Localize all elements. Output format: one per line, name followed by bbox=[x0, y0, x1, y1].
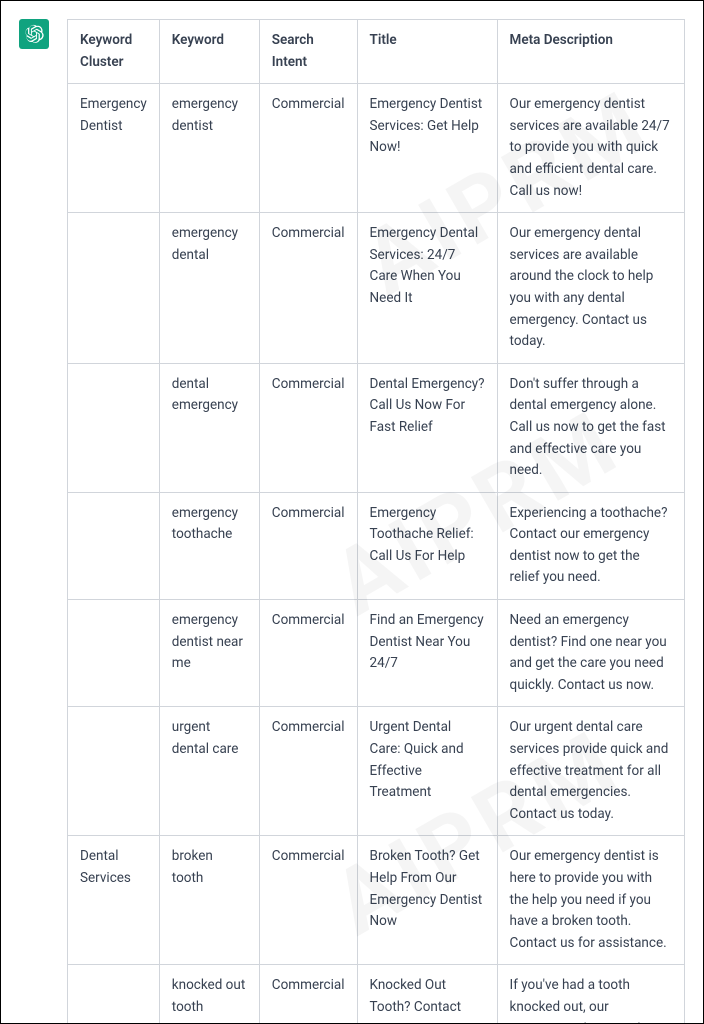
cell-meta: Don't suffer through a dental emergency … bbox=[497, 363, 684, 492]
cell-keyword: emergency dentist bbox=[159, 84, 259, 213]
cell-meta: Our emergency dentist services are avail… bbox=[497, 84, 684, 213]
table-row: emergency toothacheCommercialEmergency T… bbox=[68, 492, 685, 599]
table-row: urgent dental careCommercialUrgent Denta… bbox=[68, 707, 685, 836]
cell-cluster bbox=[68, 363, 160, 492]
cell-meta: Need an emergency dentist? Find one near… bbox=[497, 600, 684, 707]
cell-cluster bbox=[68, 492, 160, 599]
column-header-meta: Meta Description bbox=[497, 20, 684, 84]
cell-title: Broken Tooth? Get Help From Our Emergenc… bbox=[357, 836, 497, 965]
cell-cluster bbox=[68, 600, 160, 707]
chatgpt-avatar-icon bbox=[19, 19, 49, 49]
cell-keyword: emergency dentist near me bbox=[159, 600, 259, 707]
cell-cluster: Dental Services bbox=[68, 836, 160, 965]
cell-cluster bbox=[68, 707, 160, 836]
cell-intent: Commercial bbox=[259, 84, 357, 213]
keyword-table: Keyword Cluster Keyword Search Intent Ti… bbox=[67, 19, 685, 1023]
table-row: emergency dentist near meCommercialFind … bbox=[68, 600, 685, 707]
table-row: Emergency Dentistemergency dentistCommer… bbox=[68, 84, 685, 213]
cell-keyword: emergency toothache bbox=[159, 492, 259, 599]
cell-intent: Commercial bbox=[259, 492, 357, 599]
cell-title: Emergency Dental Services: 24/7 Care Whe… bbox=[357, 213, 497, 364]
cell-title: Emergency Toothache Relief: Call Us For … bbox=[357, 492, 497, 599]
message-content: Keyword Cluster Keyword Search Intent Ti… bbox=[67, 19, 685, 1023]
cell-keyword: urgent dental care bbox=[159, 707, 259, 836]
chat-message: Keyword Cluster Keyword Search Intent Ti… bbox=[1, 1, 703, 1023]
cell-title: Urgent Dental Care: Quick and Effective … bbox=[357, 707, 497, 836]
cell-cluster: Emergency Dentist bbox=[68, 84, 160, 213]
cell-meta: Our emergency dental services are availa… bbox=[497, 213, 684, 364]
cell-title: Dental Emergency? Call Us Now For Fast R… bbox=[357, 363, 497, 492]
cell-title: Emergency Dentist Services: Get Help Now… bbox=[357, 84, 497, 213]
cell-intent: Commercial bbox=[259, 363, 357, 492]
table-header-row: Keyword Cluster Keyword Search Intent Ti… bbox=[68, 20, 685, 84]
column-header-intent: Search Intent bbox=[259, 20, 357, 84]
cell-intent: Commercial bbox=[259, 600, 357, 707]
cell-meta: Experiencing a toothache? Contact our em… bbox=[497, 492, 684, 599]
cell-intent: Commercial bbox=[259, 213, 357, 364]
column-header-keyword: Keyword bbox=[159, 20, 259, 84]
column-header-title: Title bbox=[357, 20, 497, 84]
cell-keyword: emergency dental bbox=[159, 213, 259, 364]
cell-keyword: knocked out tooth bbox=[159, 965, 259, 1023]
cell-title: Knocked Out Tooth? Contact Our Emergency… bbox=[357, 965, 497, 1023]
table-row: knocked out toothCommercialKnocked Out T… bbox=[68, 965, 685, 1023]
table-row: emergency dentalCommercialEmergency Dent… bbox=[68, 213, 685, 364]
cell-cluster bbox=[68, 213, 160, 364]
cell-meta: Our emergency dentist is here to provide… bbox=[497, 836, 684, 965]
cell-intent: Commercial bbox=[259, 836, 357, 965]
cell-intent: Commercial bbox=[259, 707, 357, 836]
cell-keyword: dental emergency bbox=[159, 363, 259, 492]
cell-intent: Commercial bbox=[259, 965, 357, 1023]
table-row: Dental Servicesbroken toothCommercialBro… bbox=[68, 836, 685, 965]
cell-title: Find an Emergency Dentist Near You 24/7 bbox=[357, 600, 497, 707]
cell-meta: Our urgent dental care services provide … bbox=[497, 707, 684, 836]
cell-keyword: broken tooth bbox=[159, 836, 259, 965]
cell-meta: If you've had a tooth knocked out, our e… bbox=[497, 965, 684, 1023]
cell-cluster bbox=[68, 965, 160, 1023]
table-row: dental emergencyCommercialDental Emergen… bbox=[68, 363, 685, 492]
column-header-cluster: Keyword Cluster bbox=[68, 20, 160, 84]
